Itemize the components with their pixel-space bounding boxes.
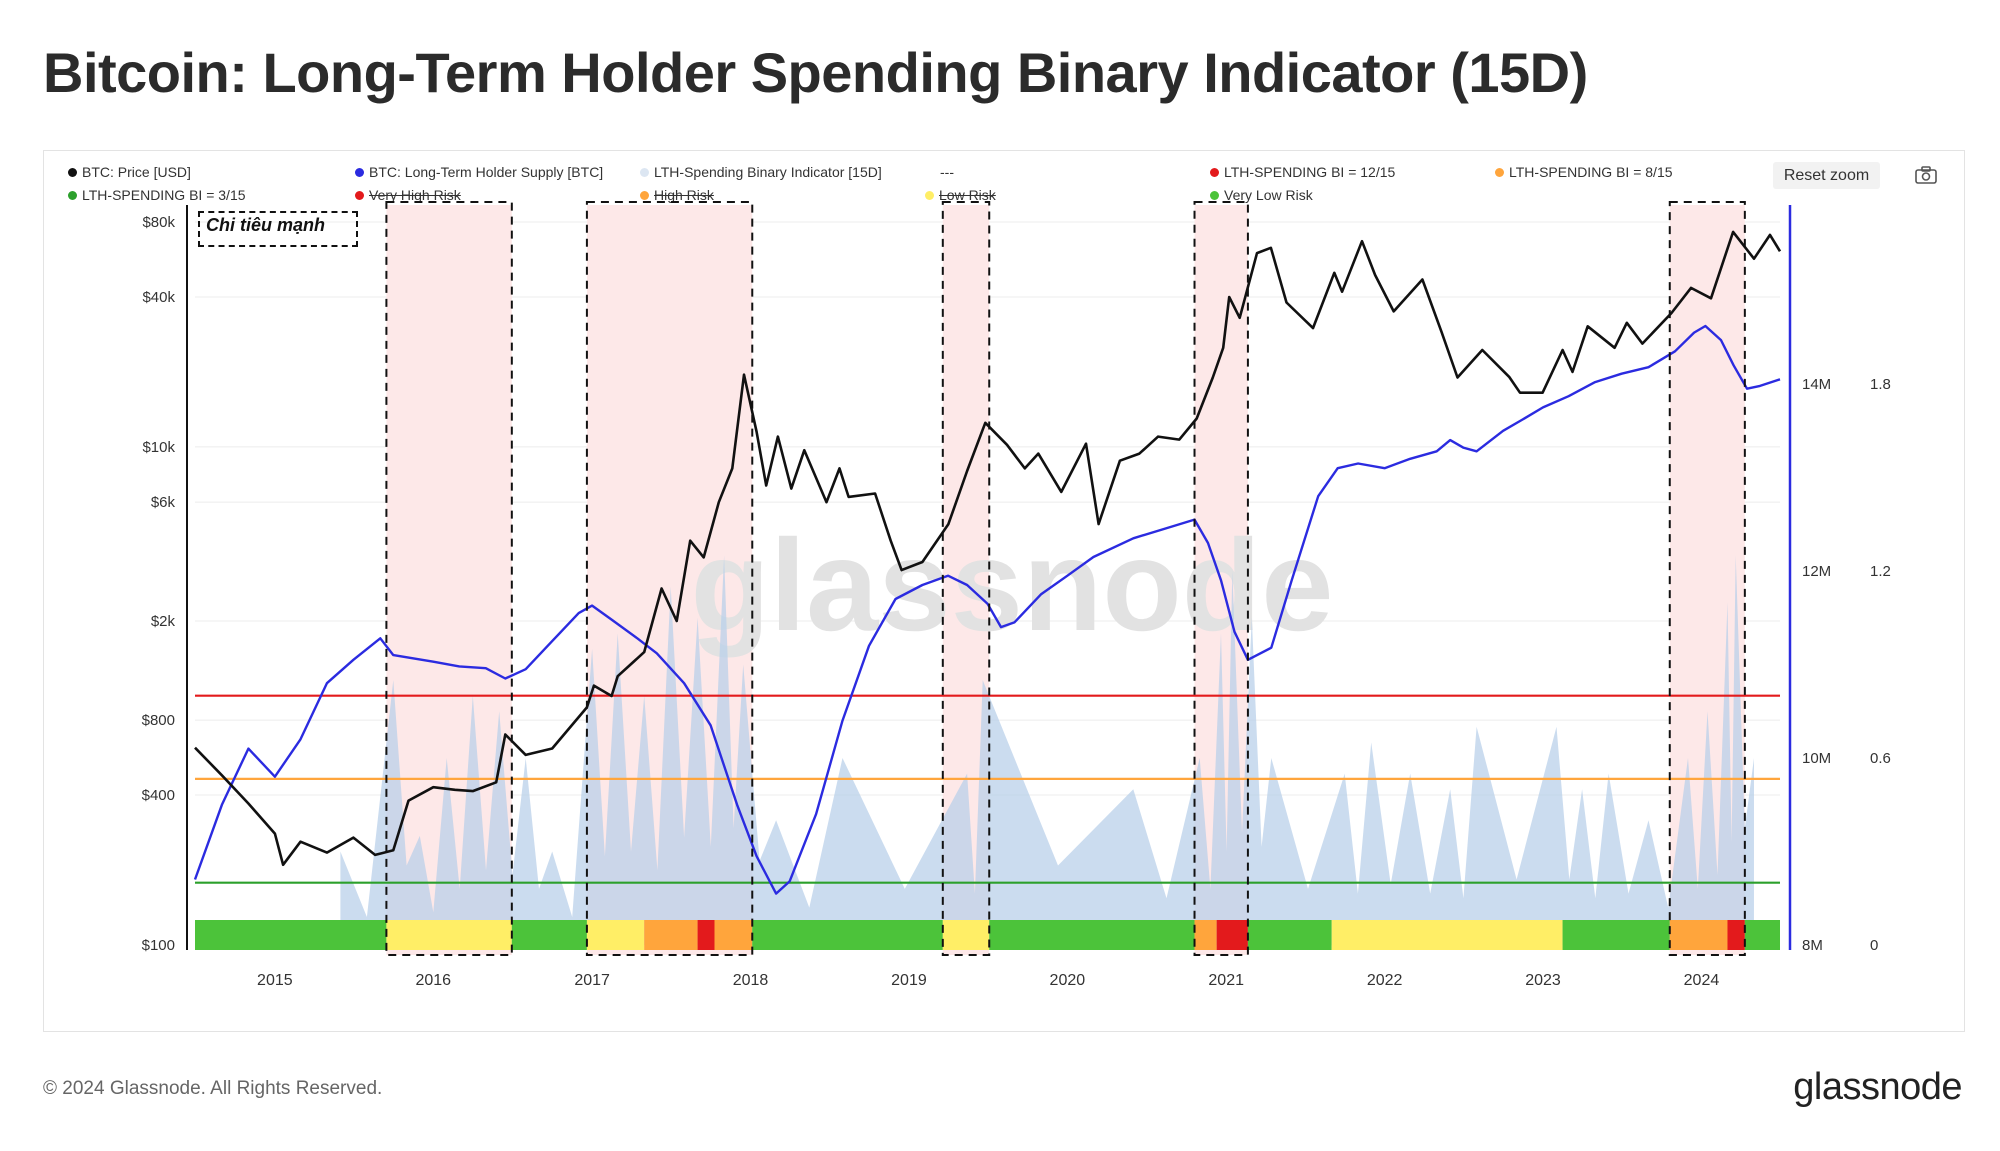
dashed-period-box: [1193, 201, 1249, 956]
page-title: Bitcoin: Long-Term Holder Spending Binar…: [43, 41, 1588, 104]
risk-band-segment: [1194, 920, 1217, 950]
risk-band-segment: [989, 920, 1195, 950]
risk-band-segment: [942, 920, 990, 950]
legend-label: ---: [940, 164, 954, 180]
legend-dot-icon: [68, 167, 77, 177]
legend-dot-icon: [355, 190, 364, 200]
watermark: glassnode: [691, 512, 1334, 658]
legend-dot-icon: [1210, 167, 1219, 177]
dashed-period-box: [1668, 201, 1746, 956]
supply-line: [193, 324, 1781, 895]
legend-item[interactable]: LTH-SPENDING BI = 12/15: [1210, 164, 1395, 180]
risk-band-segment: [1216, 920, 1248, 950]
camera-icon[interactable]: [1915, 166, 1937, 184]
legend-dot-icon: [640, 167, 649, 177]
legend-label: LTH-SPENDING BI = 3/15: [82, 187, 246, 203]
risk-band-segment: [644, 920, 698, 950]
y-tick-label-indicator: 1.2: [1870, 563, 1891, 580]
risk-band-segment: [1727, 920, 1745, 950]
dashed-period-box: [385, 201, 513, 956]
legend-item[interactable]: LTH-Spending Binary Indicator [15D]: [640, 164, 882, 180]
x-tick-label: 2018: [733, 972, 769, 989]
legend-dot-icon: [68, 190, 77, 200]
legend-item[interactable]: Very Low Risk: [1210, 187, 1313, 203]
y-tick-label-price: $100: [142, 937, 175, 954]
legend-label: LTH-SPENDING BI = 8/15: [1509, 164, 1673, 180]
legend-label: BTC: Price [USD]: [82, 164, 191, 180]
y-tick-label-price: $40k: [142, 289, 175, 306]
risk-band-segment: [1744, 920, 1780, 950]
y-tick-label-price: $10k: [142, 439, 175, 456]
reset-zoom-button[interactable]: Reset zoom: [1773, 162, 1880, 189]
x-tick-label: 2023: [1525, 972, 1561, 989]
risk-band-segment: [511, 920, 587, 950]
y-tick-label-price: $80k: [142, 214, 175, 231]
risk-band-segment: [752, 920, 943, 950]
legend-label: Very High Risk: [369, 187, 461, 203]
x-tick-label: 2020: [1050, 972, 1086, 989]
y-tick-label-price: $400: [142, 787, 175, 804]
chart-frame: [43, 150, 1965, 1032]
legend-item[interactable]: LTH-SPENDING BI = 3/15: [68, 187, 246, 203]
risk-band-segment: [1562, 920, 1670, 950]
legend-label: BTC: Long-Term Holder Supply [BTC]: [369, 164, 604, 180]
legend-label: LTH-Spending Binary Indicator [15D]: [654, 164, 882, 180]
risk-band-segment: [195, 920, 387, 950]
dashed-period-box: [941, 201, 991, 956]
legend-item[interactable]: Very High Risk: [355, 187, 461, 203]
risk-band-segment: [1669, 920, 1728, 950]
legend-item[interactable]: LTH-SPENDING BI = 8/15: [1495, 164, 1673, 180]
y-tick-label-indicator: 0.6: [1870, 750, 1891, 767]
brand-logo-text: glassnode: [1793, 1066, 1962, 1108]
legend-dot-icon: [640, 190, 649, 200]
legend-dot-icon: [925, 190, 934, 200]
y-tick-label-supply: 8M: [1802, 937, 1823, 954]
legend-dot-icon: [1495, 167, 1504, 177]
y-tick-label-price: $800: [142, 712, 175, 729]
risk-band-segment: [586, 920, 645, 950]
legend-label: LTH-SPENDING BI = 12/15: [1224, 164, 1396, 180]
legend-dot-icon: [355, 167, 364, 177]
dashed-period-box: [585, 201, 754, 956]
x-tick-label: 2016: [415, 972, 451, 989]
y-tick-label-indicator: 0: [1870, 937, 1878, 954]
legend-label: High Risk: [654, 187, 714, 203]
y-tick-label-supply: 14M: [1802, 376, 1831, 393]
annotation-box: Chi tiêu mạnh: [198, 211, 358, 247]
legend-label: Low Risk: [939, 187, 996, 203]
legend-item[interactable]: BTC: Price [USD]: [68, 164, 191, 180]
legend-label: Very Low Risk: [1224, 187, 1313, 203]
x-tick-label: 2021: [1208, 972, 1244, 989]
y-tick-label-supply: 10M: [1802, 750, 1831, 767]
risk-band-segment: [386, 920, 512, 950]
legend-dot-icon: [1210, 190, 1219, 200]
legend-item[interactable]: Low Risk: [925, 187, 996, 203]
risk-band-segment: [714, 920, 753, 950]
x-tick-label: 2019: [891, 972, 927, 989]
y-tick-label-supply: 12M: [1802, 563, 1831, 580]
x-tick-label: 2022: [1367, 972, 1403, 989]
y-tick-label-price: $2k: [151, 613, 176, 630]
legend-item[interactable]: BTC: Long-Term Holder Supply [BTC]: [355, 164, 603, 180]
risk-band-segment: [697, 920, 715, 950]
x-tick-label: 2024: [1684, 972, 1720, 989]
legend-item[interactable]: High Risk: [640, 187, 714, 203]
risk-band-segment: [1247, 920, 1332, 950]
risk-band-segment: [1331, 920, 1563, 950]
legend-item[interactable]: ---: [940, 164, 954, 180]
indicator-area: [340, 555, 1754, 945]
x-tick-label: 2017: [574, 972, 610, 989]
y-tick-label-price: $6k: [151, 494, 176, 511]
x-tick-label: 2015: [257, 972, 293, 989]
y-tick-label-indicator: 1.8: [1870, 376, 1891, 393]
price-line: [194, 230, 1782, 867]
copyright-text: © 2024 Glassnode. All Rights Reserved.: [43, 1078, 383, 1099]
